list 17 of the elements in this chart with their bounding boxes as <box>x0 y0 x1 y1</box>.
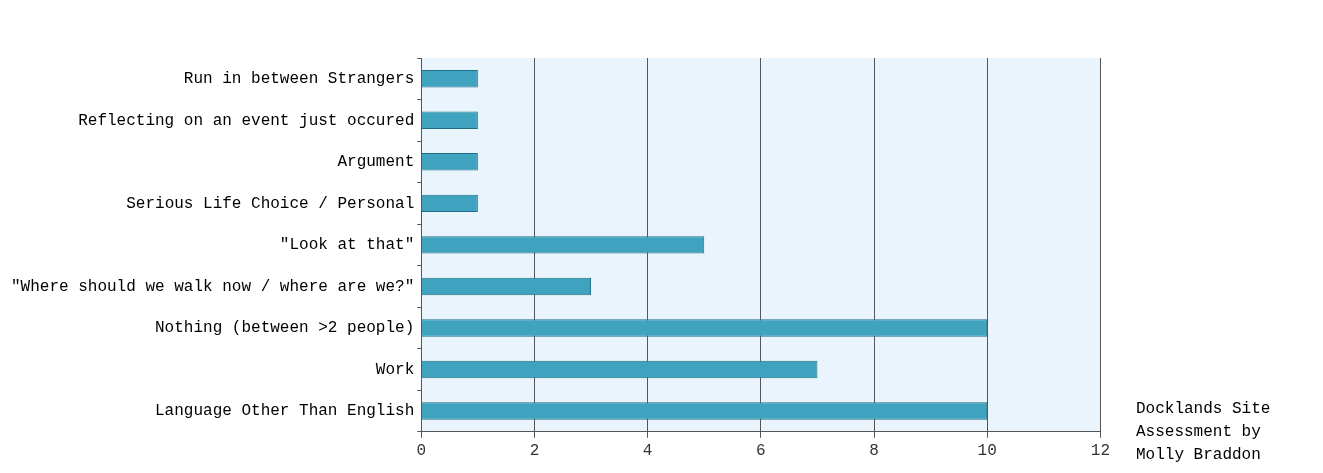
y-tick-label: "Where should we walk now / where are we?" <box>11 277 415 296</box>
y-tick-label: Argument <box>337 153 415 172</box>
x-tick-label: 8 <box>869 441 879 460</box>
y-tick-label: Reflecting on an event just occured <box>78 111 415 130</box>
y-tick-label: "Look at that" <box>279 236 415 255</box>
y-tick-label: Serious Life Choice / Personal <box>126 194 415 213</box>
x-tick-label: 2 <box>529 441 540 460</box>
text: Docklands Site Assessment by Molly Braddon <box>1136 399 1272 466</box>
y-tick-label: Run in between Strangers <box>183 70 415 88</box>
y-tick-label: Work <box>375 360 415 379</box>
y-tick-label: Nothing (between >2 people) <box>155 319 415 338</box>
x-tick-label: 6 <box>756 441 766 460</box>
x-tick-label: 12 <box>1090 441 1110 460</box>
y-tick-label: Language Other Than English <box>155 402 415 421</box>
x-tick-label: 4 <box>642 441 653 460</box>
x-tick-label: 10 <box>977 441 997 460</box>
x-tick-label: 0 <box>416 441 427 460</box>
